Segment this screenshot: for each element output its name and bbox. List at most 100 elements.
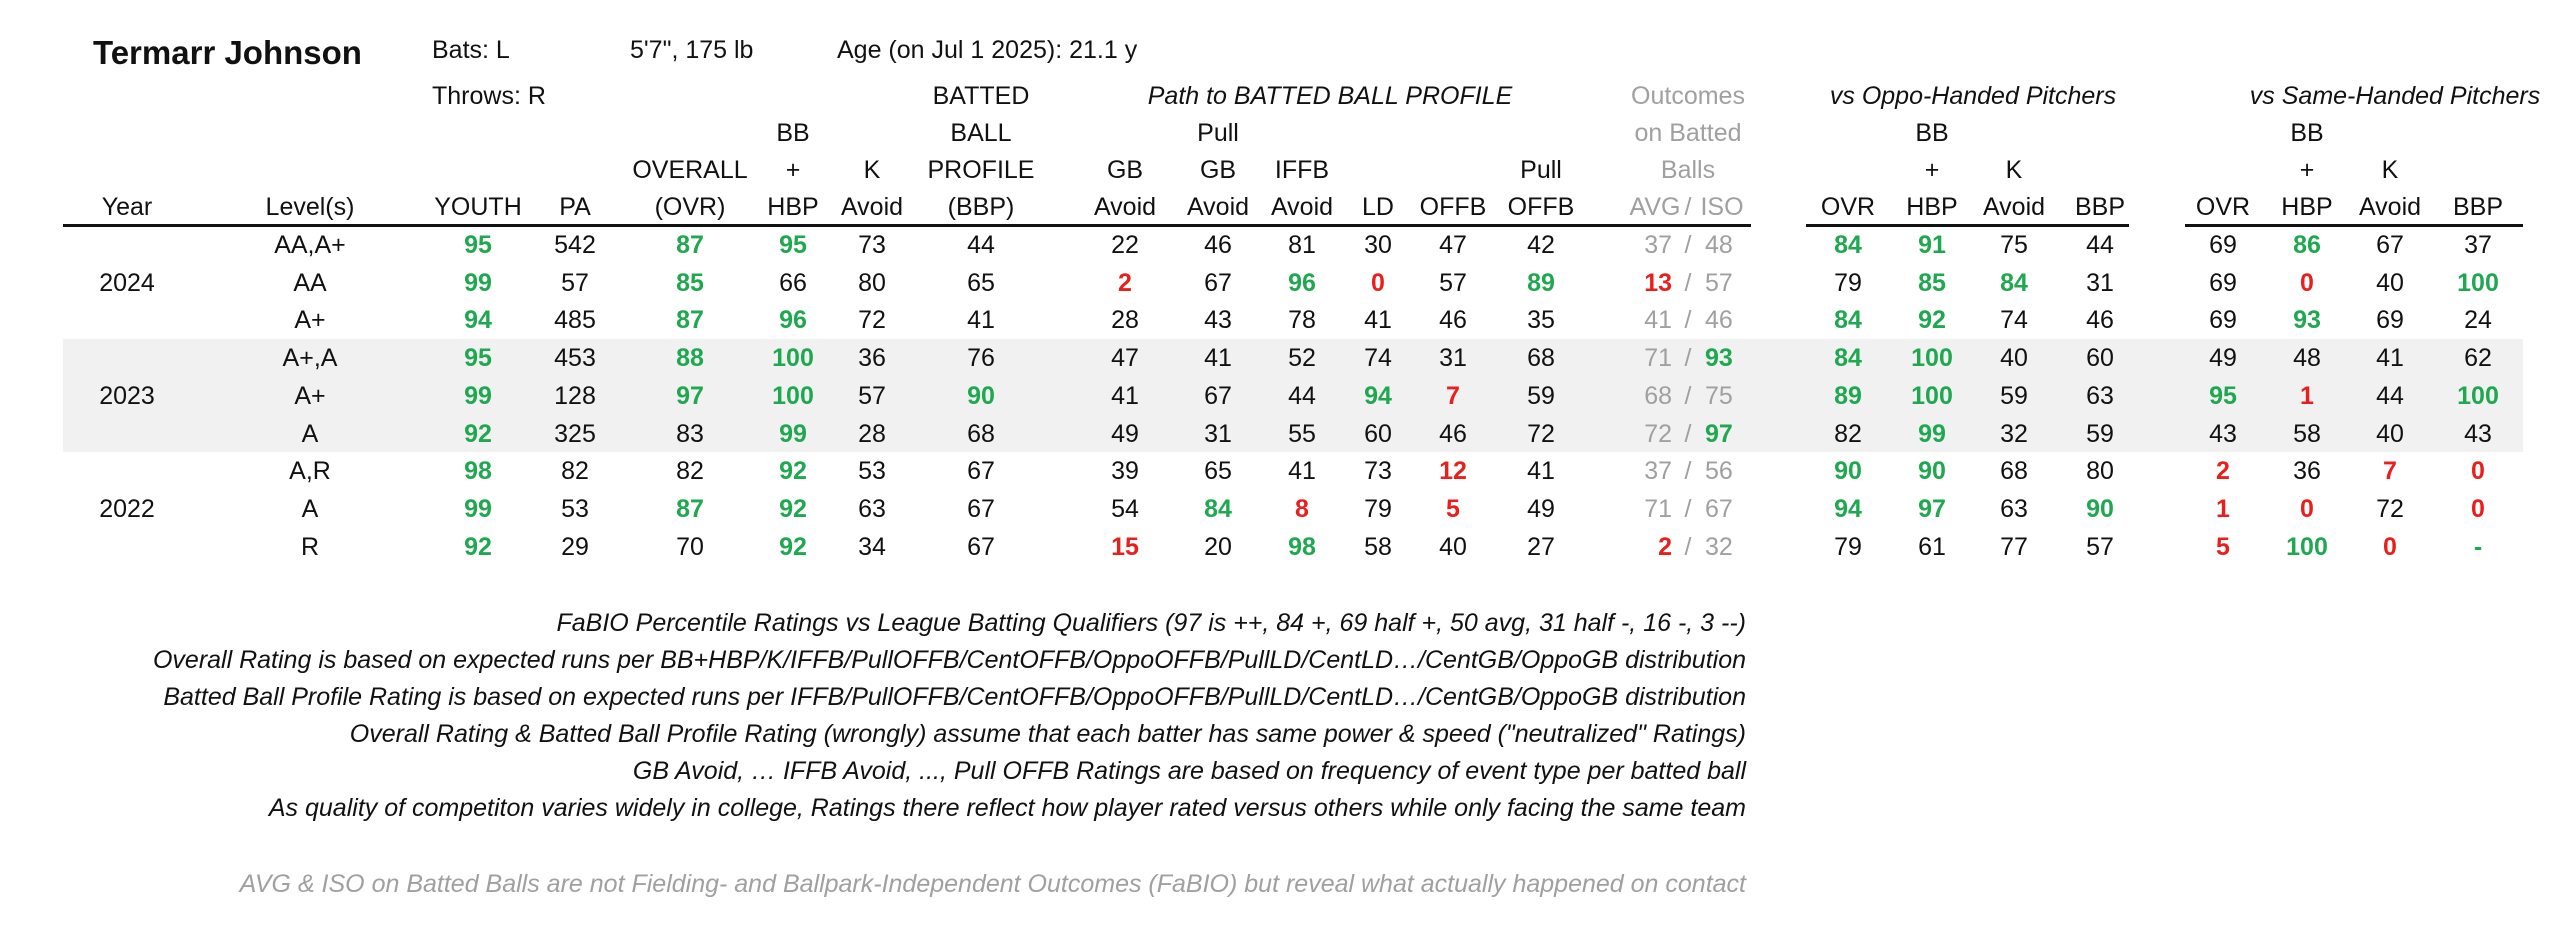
throws-label: Throws: R bbox=[432, 82, 546, 110]
column-header: Pull bbox=[1197, 119, 1239, 147]
rating-cell: 67 bbox=[967, 532, 995, 561]
rating-cell: 85 bbox=[676, 268, 704, 297]
rating-cell: 90 bbox=[1834, 457, 1862, 486]
rating-cell: 69 bbox=[2209, 231, 2237, 259]
column-header: Level(s) bbox=[265, 193, 355, 221]
rating-cell: 78 bbox=[1288, 306, 1316, 335]
column-header: (OVR) bbox=[654, 193, 726, 221]
rating-cell: 40 bbox=[2376, 268, 2404, 297]
rating-cell: 92 bbox=[1918, 306, 1946, 335]
rating-cell: 81 bbox=[1288, 231, 1316, 259]
rating-cell: 41 bbox=[967, 306, 995, 335]
header-rule-oppo bbox=[1806, 224, 2129, 227]
rating-cell: 93 bbox=[2293, 306, 2321, 335]
rating-cell: 32 bbox=[2000, 419, 2028, 448]
rating-cell: 87 bbox=[676, 494, 704, 523]
rating-cell: 41 bbox=[1527, 457, 1555, 486]
rating-cell: 28 bbox=[858, 419, 886, 448]
rating-cell: 67 bbox=[1705, 494, 1733, 523]
column-header: BBP bbox=[2074, 193, 2126, 221]
column-header: HBP bbox=[2281, 193, 2333, 221]
slash-separator: / bbox=[1684, 268, 1692, 297]
outcomes-header-3: Balls bbox=[1660, 156, 1716, 184]
rating-cell: 97 bbox=[676, 381, 704, 410]
rating-cell: 90 bbox=[2086, 494, 2114, 523]
column-header: Avoid bbox=[1186, 193, 1250, 221]
column-header: BB bbox=[776, 119, 810, 147]
rating-cell: 41 bbox=[1111, 381, 1139, 410]
rating-cell: 2 bbox=[2216, 457, 2230, 486]
rating-cell: 35 bbox=[1527, 306, 1555, 335]
column-header: BALL bbox=[950, 119, 1012, 147]
rating-cell: 5 bbox=[2216, 532, 2230, 561]
header-rule-same bbox=[2185, 224, 2523, 227]
level-cell: A+,A bbox=[282, 344, 338, 373]
rating-cell: 57 bbox=[1705, 268, 1733, 297]
rating-cell: 68 bbox=[967, 419, 995, 448]
age-label: Age (on Jul 1 2025): 21.1 y bbox=[837, 36, 1138, 64]
path-header: Path to BATTED BALL PROFILE bbox=[1147, 82, 1513, 110]
column-header: Avoid bbox=[1270, 193, 1334, 221]
rating-cell: 49 bbox=[1111, 419, 1139, 448]
rating-cell: 85 bbox=[1918, 268, 1946, 297]
column-header: BBP bbox=[2452, 193, 2504, 221]
rating-cell: 325 bbox=[554, 419, 596, 448]
rating-cell: 80 bbox=[2086, 457, 2114, 486]
rating-cell: 32 bbox=[1705, 532, 1733, 561]
rating-cell: 92 bbox=[779, 494, 807, 523]
rating-cell: 40 bbox=[1439, 532, 1467, 561]
rating-cell: 53 bbox=[561, 494, 589, 523]
rating-cell: 83 bbox=[676, 419, 704, 448]
rating-cell: 84 bbox=[1204, 494, 1232, 523]
rating-cell: 60 bbox=[2086, 344, 2114, 373]
rating-cell: 29 bbox=[561, 532, 589, 561]
rating-cell: 74 bbox=[1364, 344, 1392, 373]
rating-cell: 0 bbox=[1371, 268, 1385, 297]
rating-cell: 41 bbox=[1644, 306, 1672, 335]
rating-cell: 77 bbox=[2000, 532, 2028, 561]
rating-cell: 31 bbox=[1204, 419, 1232, 448]
rating-cell: 59 bbox=[1527, 381, 1555, 410]
rating-cell: 73 bbox=[1364, 457, 1392, 486]
level-cell: A+ bbox=[294, 306, 326, 335]
rating-cell: 95 bbox=[464, 344, 492, 373]
slash-separator: / bbox=[1684, 231, 1692, 259]
year-band-2023 bbox=[63, 339, 2523, 452]
rating-cell: 96 bbox=[779, 306, 807, 335]
note-line: GB Avoid, … IFFB Avoid, ..., Pull OFFB R… bbox=[632, 757, 1746, 785]
rating-cell: 24 bbox=[2464, 306, 2492, 335]
rating-cell: 97 bbox=[1705, 419, 1733, 448]
rating-cell: 55 bbox=[1288, 419, 1316, 448]
rating-cell: 72 bbox=[858, 306, 886, 335]
rating-cell: 75 bbox=[2000, 231, 2028, 259]
rating-cell: 49 bbox=[1527, 494, 1555, 523]
rating-cell: 485 bbox=[554, 306, 596, 335]
rating-cell: 100 bbox=[2457, 268, 2499, 297]
rating-cell: 2 bbox=[1658, 532, 1672, 561]
rating-cell: 8 bbox=[1295, 494, 1309, 523]
rating-cell: 62 bbox=[2464, 344, 2492, 373]
rating-cell: 57 bbox=[561, 268, 589, 297]
rating-cell: 46 bbox=[2086, 306, 2114, 335]
rating-cell: 95 bbox=[2209, 381, 2237, 410]
rating-cell: 0 bbox=[2471, 494, 2485, 523]
rating-cell: 37 bbox=[1644, 457, 1672, 486]
rating-cell: 72 bbox=[2376, 494, 2404, 523]
rating-cell: 100 bbox=[1911, 381, 1953, 410]
rating-cell: 86 bbox=[2293, 231, 2321, 259]
rating-cell: 44 bbox=[2376, 381, 2404, 410]
note-line: Overall Rating & Batted Ball Profile Rat… bbox=[349, 720, 1746, 748]
slash-separator: / bbox=[1684, 494, 1692, 523]
rating-cell: 82 bbox=[561, 457, 589, 486]
rating-cell: 31 bbox=[2086, 268, 2114, 297]
rating-cell: 100 bbox=[2286, 532, 2328, 561]
level-cell: A bbox=[301, 494, 319, 523]
rating-cell: 72 bbox=[1644, 419, 1672, 448]
column-header: LD bbox=[1362, 193, 1394, 221]
rating-cell: 43 bbox=[2209, 419, 2237, 448]
rating-cell: 84 bbox=[2000, 268, 2028, 297]
slash-separator: / bbox=[1684, 419, 1692, 448]
rating-cell: 84 bbox=[1834, 231, 1862, 259]
rating-cell: 96 bbox=[1288, 268, 1316, 297]
rating-cell: 92 bbox=[464, 532, 492, 561]
